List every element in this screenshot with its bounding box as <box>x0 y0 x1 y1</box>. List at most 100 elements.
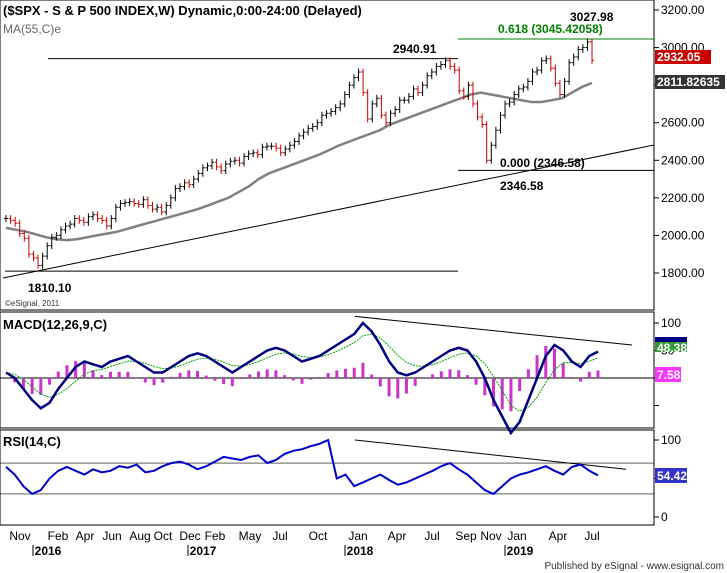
price-bar <box>530 68 535 85</box>
macd-title: MACD(12,26,9,C) <box>3 317 107 332</box>
price-bar <box>351 74 356 89</box>
price-bar <box>22 230 27 242</box>
price-bar <box>191 175 196 189</box>
price-bar <box>45 242 50 260</box>
rsi-value-badge <box>655 468 687 483</box>
price-bar <box>187 179 192 189</box>
x-tick-label: Jan <box>507 529 526 543</box>
price-bar <box>480 113 485 128</box>
ma-label: MA(55,C)e <box>3 22 61 36</box>
price-bar <box>232 156 237 165</box>
x-tick-label: Apr <box>388 529 407 543</box>
price-bar <box>438 61 443 70</box>
price-bar <box>466 81 471 100</box>
price-bar <box>260 143 265 159</box>
price-bar <box>182 179 187 190</box>
price-bar <box>411 85 416 100</box>
x-tick-label: Feb <box>205 529 226 543</box>
price-tick-label: 2400.00 <box>661 153 705 167</box>
price-bar <box>95 211 100 222</box>
x-tick-label: May <box>239 529 262 543</box>
price-bar <box>246 150 251 160</box>
axis-layer: 1800.002000.002200.002400.002600.002800.… <box>9 3 704 558</box>
price-bar <box>237 156 242 167</box>
price-bar <box>264 142 269 151</box>
price-bar <box>590 38 594 64</box>
price-bar <box>196 170 201 183</box>
price-bar <box>434 62 439 76</box>
price-bar <box>136 200 141 208</box>
price-bar <box>214 158 219 171</box>
price-tick-label: 3200.00 <box>661 3 705 17</box>
x-tick-label: Jun <box>102 529 121 543</box>
price-bar <box>81 217 86 226</box>
annotation-high-2940: 2940.91 <box>393 42 437 56</box>
trendline-support <box>2 144 655 279</box>
price-bar <box>164 201 169 216</box>
ma-value-badge <box>655 75 725 89</box>
last-price-value: 2932.05 <box>657 50 701 64</box>
price-bar <box>443 57 448 68</box>
rsi-line <box>5 438 599 496</box>
price-bar <box>365 89 370 123</box>
fib-618-label: 0.618 (3045.42058) <box>498 22 603 36</box>
price-bar <box>393 106 398 117</box>
last-price-badge <box>655 50 711 64</box>
macd-line <box>5 321 599 436</box>
price-bar <box>155 203 160 213</box>
price-bar <box>448 57 453 70</box>
price-bar <box>571 53 576 66</box>
price-bar <box>36 254 41 269</box>
price-bar <box>356 68 361 82</box>
price-tick-label: 2600.00 <box>661 116 705 130</box>
macd-signal-line <box>5 333 599 412</box>
price-bar <box>118 200 123 211</box>
price-bar <box>406 93 411 104</box>
price-bar <box>150 201 155 213</box>
price-bar <box>283 145 288 157</box>
price-bar <box>576 46 581 61</box>
x-tick-label: Apr <box>549 529 568 543</box>
price-bar <box>567 59 572 85</box>
chart-title: ($SPX - S & P 500 INDEX,W) Dynamic,0:00-… <box>3 3 362 18</box>
price-bar <box>200 164 205 177</box>
price-bar <box>470 81 475 108</box>
price-bar <box>72 215 77 228</box>
price-bar <box>329 108 334 117</box>
price-bar <box>242 153 247 167</box>
price-series-layer <box>2 38 655 279</box>
price-bar <box>205 162 210 172</box>
price-bar <box>503 100 508 119</box>
x-tick-label: Dec <box>179 529 200 543</box>
price-bar <box>580 44 585 53</box>
x-year-label: 2019 <box>507 544 534 558</box>
price-bar <box>452 62 457 74</box>
price-bar <box>361 68 366 97</box>
price-bar <box>562 78 567 98</box>
hist-value: 7.58 <box>657 368 681 382</box>
price-bar <box>544 55 549 65</box>
x-tick-label: Jan <box>348 529 367 543</box>
price-bar <box>58 226 63 239</box>
price-bar <box>397 96 402 113</box>
price-bar <box>17 219 22 237</box>
price-bar <box>493 126 498 149</box>
macd-trendline <box>354 315 633 346</box>
price-bar <box>255 149 260 159</box>
macd-value: 48.38 <box>657 341 687 355</box>
price-bar <box>13 217 18 227</box>
price-bar <box>168 194 173 209</box>
source-note: ©eSignal, 2011 <box>5 299 60 308</box>
price-bar <box>507 98 512 108</box>
x-tick-label: Oct <box>154 529 173 543</box>
price-bar <box>274 142 279 152</box>
price-tick-label: 2000.00 <box>661 228 705 242</box>
price-bar <box>420 81 425 97</box>
price-panel <box>0 0 655 311</box>
price-bar <box>159 203 164 216</box>
rsi-tick-label: 100 <box>661 433 681 447</box>
price-bar <box>521 83 526 93</box>
price-bar <box>333 104 338 115</box>
rsi-panel <box>0 429 655 526</box>
